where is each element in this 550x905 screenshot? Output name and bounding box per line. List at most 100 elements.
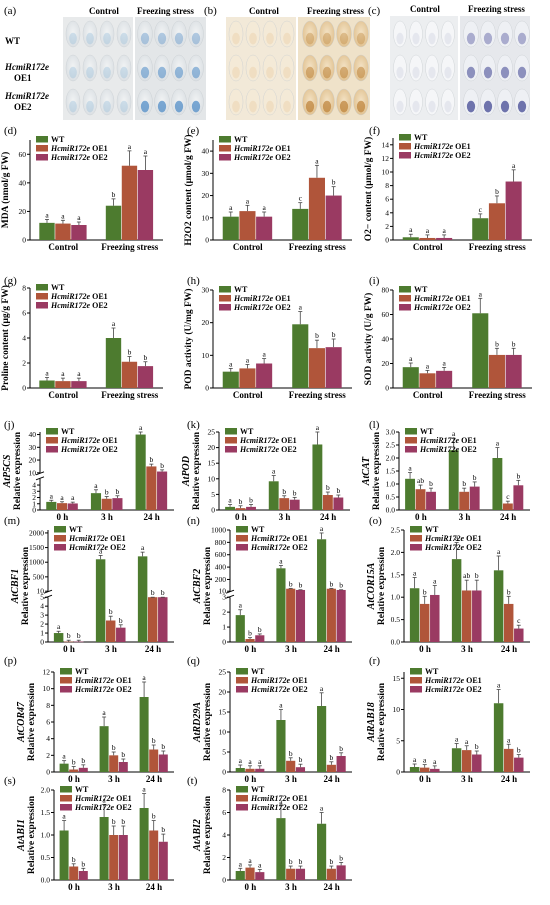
gene-name: AtCOR47: [16, 701, 27, 743]
y-tick-label: 600: [215, 550, 227, 559]
bar: [502, 503, 513, 510]
leaf-stain: [249, 66, 257, 79]
panel-label: (f): [369, 125, 380, 137]
bar: [461, 750, 472, 772]
x-tick-label: 3 h: [101, 512, 113, 522]
y-tick-label: 0: [396, 768, 400, 777]
leaf: [409, 54, 423, 82]
leaf-stain: [86, 32, 94, 45]
bar: [255, 872, 265, 880]
y-axis-label: Relative expression: [13, 431, 23, 510]
y-tick-label: 2: [46, 751, 50, 760]
legend-swatch: [236, 526, 248, 533]
y-tick-label: 2: [22, 359, 26, 368]
y-axis-label: Relative expression: [377, 682, 387, 761]
bar: [292, 324, 309, 388]
y-tick-label: 1.0: [391, 593, 401, 602]
significance-letter: a: [102, 708, 106, 717]
legend-entry: HcmiR172e OE1: [424, 534, 482, 543]
x-tick-label: 3 h: [108, 882, 120, 892]
y-tick-label: 40: [202, 147, 210, 156]
chart: (e)H2O2 content (μmol/g FW) 0 10 20 30 40 Cont…: [183, 125, 352, 252]
y-tick-label: 10: [219, 728, 227, 737]
bar: [405, 478, 415, 510]
photo-row-label-oe2: OE2: [14, 102, 32, 112]
leaf-stain: [339, 32, 349, 45]
leaf-stain: [322, 100, 332, 113]
legend-gene: HcmiR172e: [419, 445, 460, 454]
significance-letter: b: [299, 755, 303, 764]
legend-entry: WT: [414, 133, 428, 142]
photo-panel-b: (b) Control Freezing stress: [204, 5, 370, 120]
x-tick-label: 0 h: [419, 774, 431, 784]
y-tick-label: 6: [222, 808, 226, 817]
bar: [336, 865, 346, 880]
significance-letter: a: [497, 547, 501, 556]
bar: [317, 539, 327, 642]
legend-entry: HcmiR172e OE2: [413, 151, 471, 160]
significance-letter: b: [507, 587, 511, 596]
leaf: [353, 20, 369, 48]
legend-swatch: [236, 668, 248, 675]
gene-name: AtPOD: [181, 456, 192, 487]
bar: [99, 817, 109, 880]
significance-letter: a: [272, 467, 276, 476]
y-tick-label: 10: [202, 351, 210, 360]
chart: (h)POD activity (U/mg FW) 0 10 20 30 Control a…: [183, 275, 352, 400]
leaf: [154, 20, 170, 48]
y-tick-label: 1000: [29, 558, 44, 567]
legend-entry: HcmiR172e OE2: [413, 303, 471, 312]
leaf-stain: [103, 32, 111, 45]
y-tick-label: 400: [215, 563, 227, 572]
leaf: [497, 20, 513, 48]
significance-letter: a: [77, 213, 81, 222]
leaf-stain: [412, 66, 420, 79]
gene-name: AtCOR15A: [366, 562, 377, 610]
y-axis-label: Relative expression: [377, 546, 387, 625]
legend-swatch: [60, 786, 72, 793]
legend-entry: WT: [425, 525, 439, 534]
legend-entry: HcmiR172e OE2: [239, 445, 297, 454]
leaf-stain: [444, 100, 452, 113]
legend-entry: HcmiR172e OE1: [424, 676, 482, 685]
y-tick-label: 0: [32, 506, 36, 515]
x-tick-label: 3 h: [279, 512, 291, 522]
bar: [67, 503, 78, 510]
legend-line: OE1: [290, 794, 308, 803]
leaf-stain: [483, 32, 493, 45]
panel-label: (s): [4, 775, 16, 787]
leaf-stain: [120, 66, 128, 79]
leaf-stain: [444, 32, 452, 45]
legend-swatch: [60, 795, 72, 802]
leaf-stain: [266, 32, 274, 45]
bar: [46, 501, 57, 510]
y-tick-label: 3: [40, 611, 44, 620]
bar: [69, 866, 79, 880]
significance-letter: a: [455, 534, 459, 543]
significance-letter: a: [62, 752, 66, 761]
significance-letter: a: [426, 226, 430, 235]
significance-letter: a: [229, 203, 233, 212]
significance-letter: a: [62, 812, 66, 821]
legend-line: OE1: [114, 676, 132, 685]
leaf: [99, 54, 115, 82]
significance-letter: a: [60, 493, 64, 502]
leaf-stain: [157, 32, 167, 45]
chart: (n) AtCBF2 Relative expression 0 1 2 310 200 400…: [187, 515, 352, 654]
legend-gene: HcmiR172e: [250, 685, 291, 694]
significance-letter: b: [151, 588, 155, 597]
y-tick-label: 10: [382, 168, 390, 177]
leaf: [393, 88, 407, 116]
bar: [105, 338, 122, 388]
leaf: [116, 88, 132, 116]
y-tick-label: 10: [393, 705, 401, 714]
bar: [472, 590, 482, 642]
leaf-stain: [466, 32, 476, 45]
gene-name: AtRAB18: [366, 702, 377, 742]
bar: [101, 498, 112, 510]
x-tick-label: Freezing stress: [101, 242, 158, 252]
x-tick-label: Freezing stress: [469, 390, 526, 400]
significance-letter: a: [229, 359, 233, 368]
legend-entry: HcmiR172e OE1: [419, 436, 477, 445]
